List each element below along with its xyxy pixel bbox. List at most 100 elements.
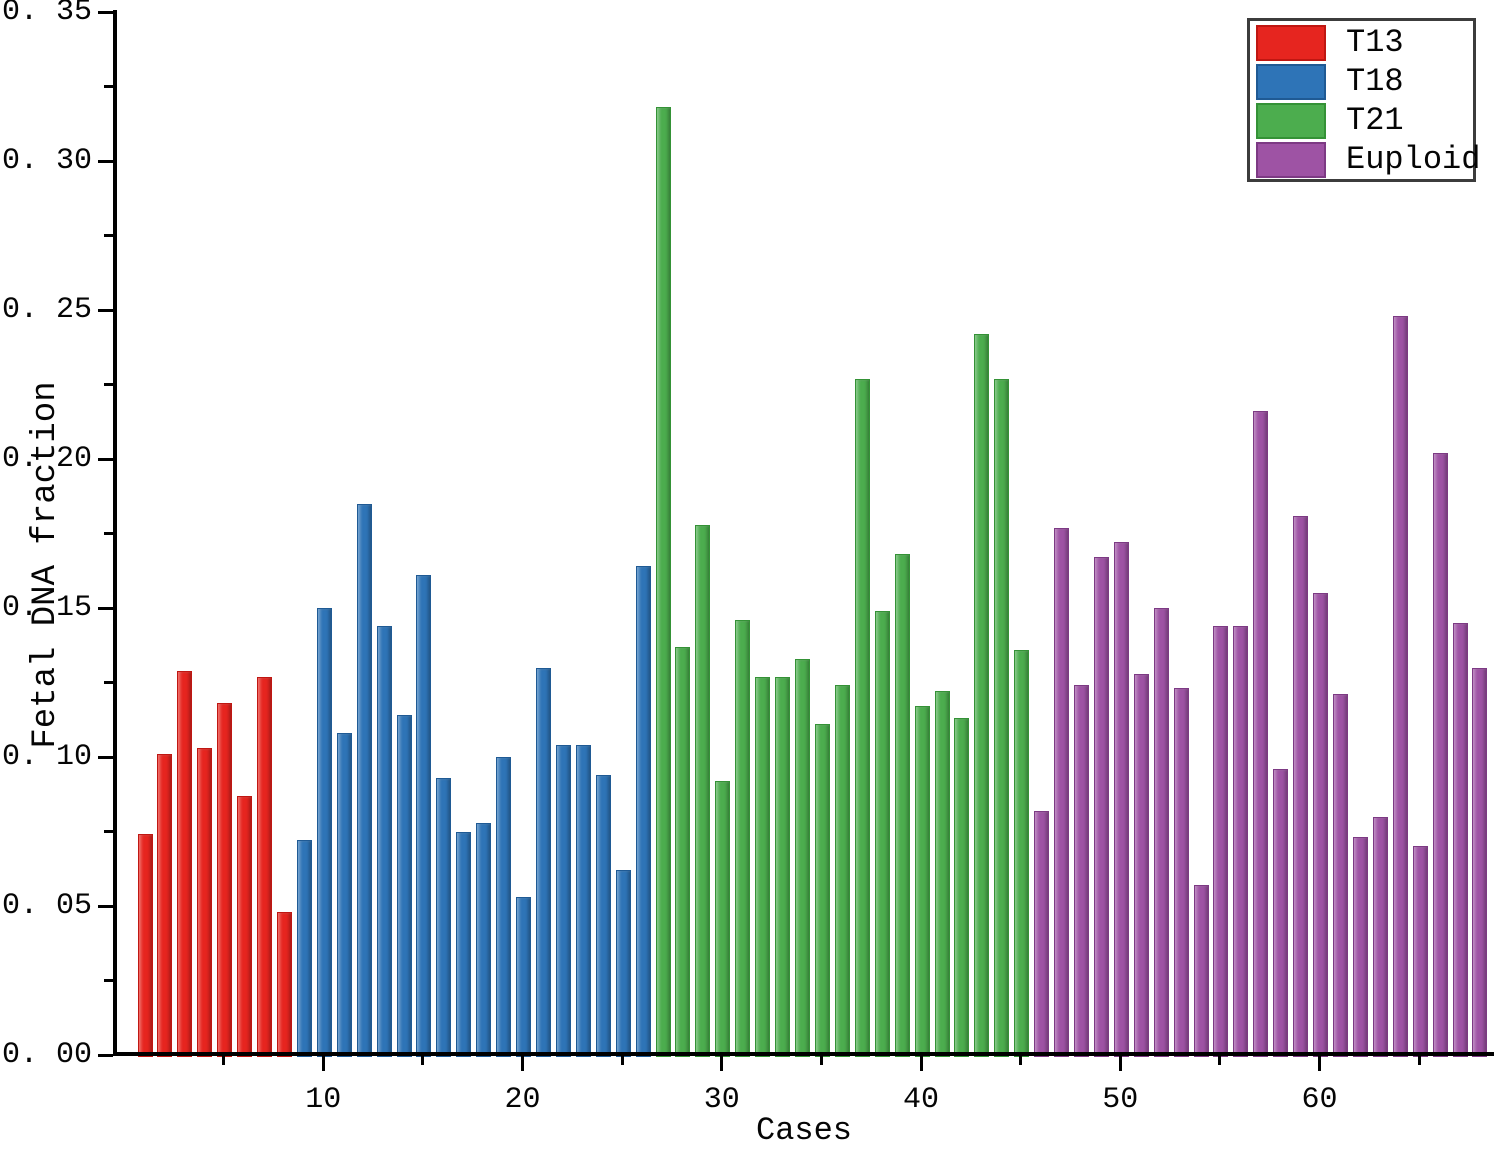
x-axis-major-tick (1318, 1056, 1322, 1071)
y-axis-minor-tick (104, 532, 113, 535)
bar-euploid-case-55 (1213, 625, 1229, 1057)
bar-euploid-case-66 (1432, 453, 1448, 1057)
y-axis-minor-tick (104, 979, 113, 982)
bar-t18-case-16 (436, 777, 452, 1057)
x-axis-minor-tick (1417, 1056, 1421, 1065)
bar-euploid-case-56 (1233, 625, 1249, 1057)
bar-euploid-case-60 (1313, 593, 1329, 1057)
x-axis-major-tick (720, 1056, 724, 1071)
bar-t21-case-38 (874, 610, 890, 1057)
bar-t21-case-39 (894, 554, 910, 1057)
y-axis-minor-tick (104, 234, 113, 237)
legend-label: Euploid (1346, 141, 1481, 178)
bar-t21-case-32 (755, 676, 771, 1057)
bar-euploid-case-64 (1392, 315, 1408, 1057)
y-axis-major-tick (98, 904, 113, 908)
bar-t21-case-40 (914, 706, 930, 1057)
x-axis-tick-label: 30 (703, 1083, 740, 1117)
x-axis-major-tick (321, 1056, 325, 1071)
bar-t21-case-43 (974, 333, 990, 1057)
bar-euploid-case-63 (1372, 816, 1388, 1057)
y-axis-minor-tick (104, 681, 113, 684)
bar-t18-case-14 (396, 715, 412, 1057)
bar-euploid-case-61 (1333, 694, 1348, 1057)
bar-t18-case-22 (555, 745, 571, 1057)
bar-euploid-case-49 (1093, 557, 1109, 1057)
bar-euploid-case-46 (1034, 810, 1050, 1057)
x-axis-minor-tick (819, 1056, 823, 1065)
bar-euploid-case-59 (1293, 515, 1309, 1057)
legend-label: T18 (1346, 63, 1404, 100)
bar-t18-case-20 (516, 897, 532, 1057)
bar-t13-case-4 (197, 748, 213, 1057)
bar-t13-case-1 (137, 834, 153, 1057)
bar-t13-case-8 (276, 911, 292, 1057)
bar-euploid-case-52 (1153, 608, 1169, 1057)
y-axis-major-tick (98, 308, 113, 312)
bar-euploid-case-54 (1193, 885, 1209, 1057)
bar-t18-case-17 (456, 831, 472, 1057)
bar-t18-case-12 (356, 503, 372, 1057)
bar-euploid-case-47 (1054, 527, 1070, 1057)
legend-swatch-euploid (1256, 142, 1326, 178)
y-axis-major-tick (98, 755, 113, 759)
y-axis-major-tick (98, 606, 113, 610)
bar-euploid-case-58 (1273, 768, 1289, 1057)
x-axis-minor-tick (1019, 1056, 1023, 1065)
bar-euploid-case-57 (1253, 411, 1269, 1057)
y-axis-minor-tick (104, 830, 113, 833)
bar-t21-case-31 (735, 619, 751, 1057)
bar-euploid-case-53 (1173, 688, 1189, 1057)
x-axis-minor-tick (620, 1056, 624, 1065)
bar-t13-case-5 (217, 703, 233, 1057)
legend-item-t13: T13 (1256, 25, 1472, 62)
bar-t21-case-41 (934, 691, 950, 1057)
legend-label: T21 (1346, 102, 1404, 139)
bar-t13-case-3 (177, 670, 193, 1057)
bar-t21-case-34 (795, 658, 811, 1057)
bar-t18-case-13 (376, 625, 392, 1057)
x-axis-tick-label: 20 (504, 1083, 541, 1117)
legend-swatch-t13 (1256, 25, 1326, 61)
y-axis-tick-label: 0. 20 (1, 442, 92, 476)
bar-t18-case-25 (615, 870, 631, 1057)
x-axis-major-tick (521, 1056, 525, 1071)
y-axis-tick-label: 0. 10 (1, 740, 92, 774)
bar-t21-case-37 (854, 378, 870, 1057)
bar-t21-case-44 (994, 378, 1010, 1057)
y-axis-tick-label: 0. 05 (1, 889, 92, 923)
bar-t21-case-30 (715, 780, 731, 1057)
bar-t21-case-35 (814, 724, 830, 1057)
bar-euploid-case-68 (1472, 667, 1488, 1057)
y-axis-major-tick (98, 159, 113, 163)
bar-t18-case-11 (336, 733, 352, 1057)
legend-swatch-t18 (1256, 64, 1326, 100)
bar-t13-case-7 (257, 676, 273, 1057)
y-axis-major-tick (98, 1053, 113, 1057)
y-axis-tick-label: 0. 25 (1, 293, 92, 327)
bar-euploid-case-50 (1113, 542, 1129, 1057)
bar-euploid-case-48 (1073, 685, 1089, 1057)
bar-euploid-case-62 (1352, 837, 1368, 1057)
x-axis-major-tick (919, 1056, 923, 1071)
bar-t18-case-24 (595, 774, 611, 1057)
bar-t18-case-19 (496, 757, 512, 1057)
y-axis-minor-tick (104, 85, 113, 88)
bar-euploid-case-65 (1412, 846, 1428, 1057)
legend-item-t18: T18 (1256, 64, 1472, 101)
x-axis-tick-label: 40 (903, 1083, 940, 1117)
y-axis-tick-label: 0. 00 (1, 1038, 92, 1072)
bar-t18-case-9 (296, 840, 312, 1057)
bar-t13-case-2 (157, 754, 173, 1057)
legend-swatch-t21 (1256, 103, 1326, 139)
bar-euploid-case-67 (1452, 622, 1468, 1057)
bar-t21-case-45 (1014, 649, 1030, 1057)
x-axis-tick-label: 60 (1301, 1083, 1338, 1117)
x-axis-title: Cases (755, 1112, 852, 1149)
x-axis-spine (113, 1052, 1494, 1056)
bar-t21-case-33 (775, 676, 791, 1057)
y-axis-minor-tick (104, 383, 113, 386)
legend: T13 T18 T21 Euploid (1247, 18, 1480, 182)
y-axis-spine (113, 10, 117, 1056)
